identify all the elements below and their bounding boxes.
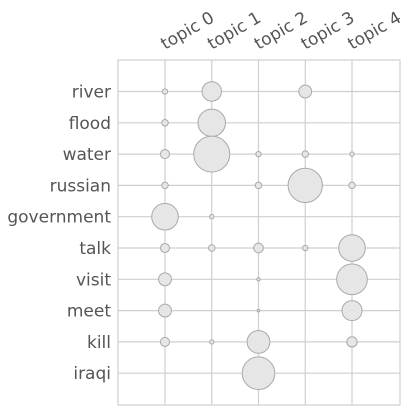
bubble-talk-topic-3 — [302, 244, 309, 252]
bubble-water-topic-0 — [159, 149, 171, 160]
bubble-russian-topic-0 — [161, 181, 169, 190]
x-tick-label: topic 0 — [158, 8, 218, 54]
y-tick-label: talk — [79, 239, 111, 259]
bubble-government-topic-0 — [151, 202, 179, 231]
bubble-talk-topic-4 — [338, 234, 366, 262]
bubble-kill-topic-2 — [246, 330, 271, 354]
bubble-flood-topic-0 — [161, 119, 169, 127]
bubble-water-topic-2 — [255, 150, 262, 158]
y-tick-labels: river flood water russian government talk visi… — [7, 83, 111, 385]
bubble-water-topic-3 — [301, 150, 310, 158]
bubble-iraqi-topic-2 — [241, 356, 276, 390]
bubble-kill-topic-1 — [209, 339, 215, 345]
bubble-water-topic-4 — [349, 151, 355, 157]
bubble-water-topic-1 — [193, 135, 231, 173]
y-tick-label: kill — [87, 333, 111, 353]
y-tick-label: flood — [69, 114, 111, 134]
x-tick-label: topic 1 — [204, 8, 264, 54]
y-tick-label: river — [72, 83, 111, 103]
bubble-russian-topic-2 — [254, 181, 263, 190]
bubble-river-topic-0 — [161, 88, 169, 95]
bubble-flood-topic-1 — [197, 108, 226, 138]
bubble-talk-topic-2 — [253, 242, 264, 254]
bubble-meet-topic-0 — [158, 303, 172, 318]
bubble-meet-topic-2 — [256, 308, 261, 313]
bubble-talk-topic-1 — [207, 244, 216, 252]
bubble-river-topic-3 — [298, 84, 313, 99]
y-tick-label: iraqi — [73, 364, 111, 384]
y-tick-label: water — [63, 145, 111, 165]
bubbles — [151, 81, 368, 390]
y-tick-label: government — [7, 208, 111, 228]
y-tick-label: visit — [76, 270, 111, 290]
bubble-meet-topic-4 — [341, 300, 363, 322]
bubble-visit-topic-2 — [256, 277, 261, 282]
bubble-visit-topic-0 — [158, 272, 172, 287]
bubble-talk-topic-0 — [159, 242, 171, 254]
bubble-russian-topic-3 — [287, 167, 323, 204]
bubble-kill-topic-0 — [159, 336, 171, 347]
x-tick-label: topic 3 — [298, 8, 358, 54]
bubble-russian-topic-4 — [348, 181, 356, 190]
bubble-kill-topic-4 — [346, 336, 358, 348]
bubble-visit-topic-4 — [336, 263, 368, 296]
plot-frame — [117, 59, 401, 406]
bubble-river-topic-1 — [201, 81, 222, 102]
y-tick-label: meet — [67, 302, 111, 322]
bubble-government-topic-1 — [209, 214, 215, 220]
y-tick-label: russian — [50, 176, 111, 196]
x-tick-label: topic 2 — [251, 8, 311, 54]
x-tick-label: topic 4 — [345, 8, 405, 54]
